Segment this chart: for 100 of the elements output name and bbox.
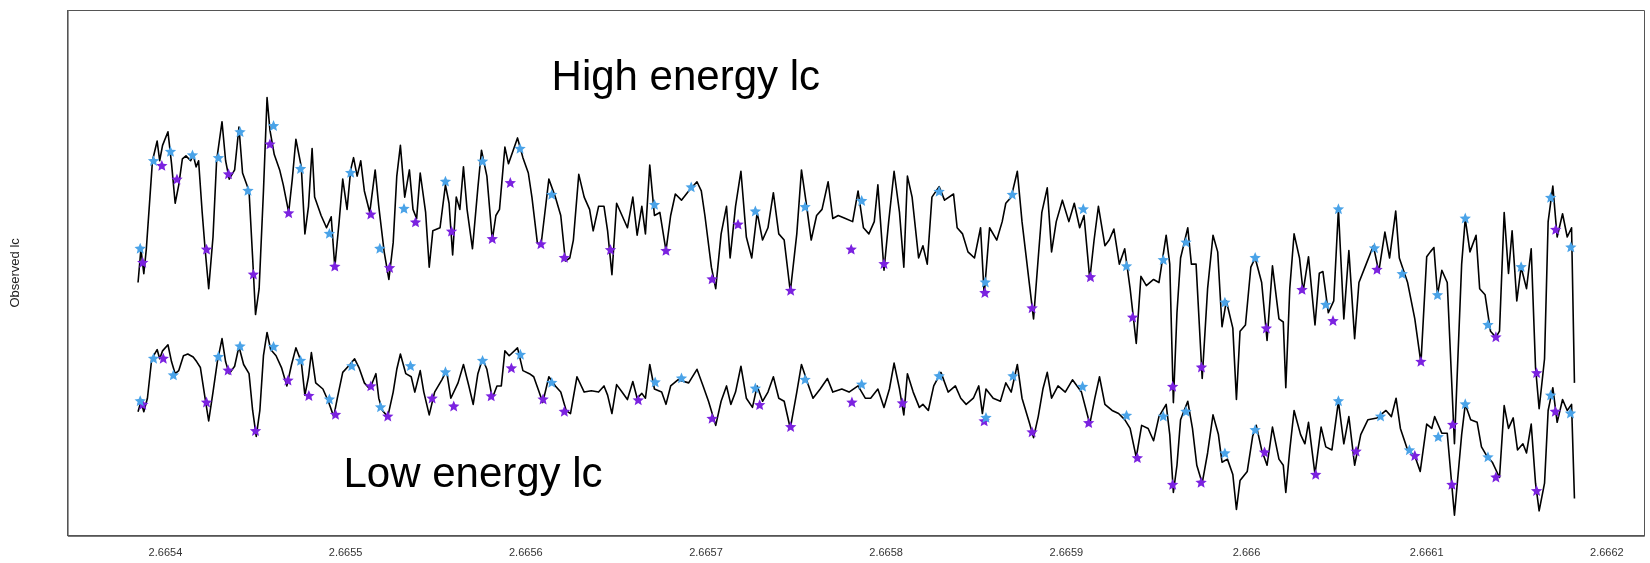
point [855, 378, 868, 390]
point [329, 408, 342, 420]
point [1219, 296, 1231, 308]
point [346, 360, 358, 372]
point [242, 184, 254, 196]
point [445, 225, 458, 237]
point [365, 208, 377, 220]
point [294, 163, 307, 174]
point [1195, 361, 1208, 373]
point [448, 400, 460, 412]
x-tick-label: 2.6657 [689, 546, 723, 559]
point [1550, 223, 1562, 235]
point [476, 155, 489, 167]
point [267, 340, 280, 352]
point [749, 382, 762, 394]
point [1459, 398, 1471, 410]
point [1371, 263, 1383, 275]
point [1166, 478, 1179, 490]
point [1157, 254, 1169, 266]
point [249, 425, 262, 436]
point [267, 120, 280, 131]
point [1482, 451, 1494, 463]
point [294, 354, 307, 366]
point [1120, 409, 1133, 421]
point [505, 362, 518, 374]
point [1131, 452, 1144, 464]
point [1007, 370, 1019, 382]
point [1515, 261, 1527, 273]
point [137, 256, 149, 268]
point [439, 175, 452, 187]
point [409, 216, 422, 228]
point [535, 238, 547, 250]
point [186, 149, 199, 161]
point [1565, 241, 1577, 253]
point [799, 373, 811, 385]
point [1409, 450, 1421, 461]
point [1180, 236, 1192, 248]
point [167, 369, 180, 381]
point [1490, 471, 1502, 483]
point [1350, 445, 1362, 457]
point [855, 195, 868, 206]
point [604, 244, 617, 255]
point [1026, 302, 1038, 314]
point [980, 411, 992, 423]
point [383, 262, 396, 273]
point [264, 138, 276, 150]
point [558, 405, 571, 417]
point [1082, 417, 1095, 429]
point [1396, 268, 1408, 280]
point [439, 366, 452, 378]
point [706, 273, 718, 285]
point [164, 145, 177, 157]
point [247, 268, 260, 280]
point [1260, 322, 1273, 334]
point [749, 205, 762, 217]
point [1296, 283, 1308, 295]
point [234, 340, 246, 352]
series-label: Low energy lc [343, 448, 603, 496]
point [1006, 188, 1018, 200]
point [157, 352, 169, 364]
point [1084, 271, 1097, 283]
point [1157, 410, 1169, 422]
point [1549, 405, 1562, 417]
x-tick-label: 2.6654 [148, 546, 183, 559]
point [1126, 311, 1139, 323]
point [147, 352, 160, 364]
point [1120, 260, 1133, 272]
point [1195, 476, 1207, 488]
point [1166, 380, 1179, 392]
point [1482, 319, 1494, 330]
point [878, 258, 890, 269]
point [799, 201, 811, 213]
point [171, 173, 183, 185]
x-tick-label: 2.6655 [328, 546, 363, 559]
point [303, 390, 315, 401]
x-tick-label: 2.666 [1232, 546, 1261, 559]
point [1249, 252, 1261, 263]
point [398, 202, 410, 214]
point [979, 287, 991, 298]
point [147, 155, 160, 167]
point [1544, 389, 1557, 401]
point [426, 392, 438, 404]
y-axis-title: Observed lc [7, 237, 23, 308]
point [1530, 485, 1543, 496]
point [344, 167, 357, 178]
point [784, 284, 797, 296]
point [200, 243, 213, 255]
point [933, 370, 945, 382]
point [632, 394, 644, 406]
point [234, 126, 246, 138]
point [1431, 289, 1444, 301]
point [685, 181, 697, 193]
point [845, 243, 857, 255]
point [1310, 468, 1322, 480]
point [1258, 446, 1271, 458]
point [1026, 426, 1038, 438]
point [323, 393, 336, 405]
point [486, 233, 498, 245]
point [282, 207, 295, 219]
point [200, 396, 213, 408]
